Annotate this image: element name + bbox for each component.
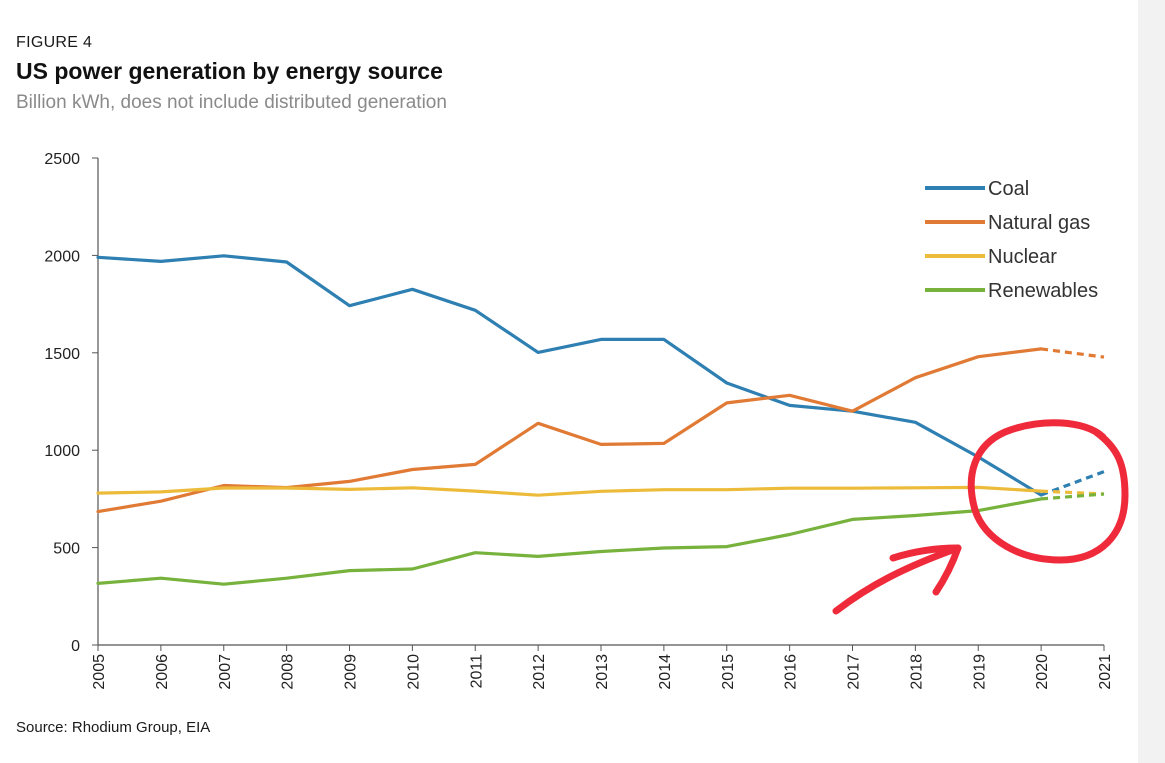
source-note: Source: Rhodium Group, EIA — [16, 719, 211, 736]
x-tick-label: 2020 — [1034, 654, 1051, 690]
series-line-renewables — [96, 497, 1043, 586]
series-lines — [96, 254, 1105, 586]
legend-label-coal: Coal — [988, 178, 1029, 200]
y-tick-label: 2500 — [44, 151, 80, 168]
x-tick-label: 2006 — [154, 654, 171, 690]
figure-label: FIGURE 4 — [16, 34, 93, 51]
x-tick-label: 2021 — [1097, 654, 1114, 690]
series-line-coal — [96, 254, 1043, 497]
x-tick-label: 2005 — [91, 654, 108, 690]
y-tick-label: 2000 — [44, 248, 80, 265]
chart-subtitle: Billion kWh, does not include distribute… — [16, 92, 447, 113]
x-tick-label: 2010 — [405, 654, 422, 690]
x-tick-label: 2009 — [343, 654, 360, 690]
x-tick-label: 2012 — [531, 654, 548, 690]
x-tick-label: 2016 — [783, 654, 800, 690]
annotation-arrow-head — [889, 544, 962, 596]
series-projection-natural-gas — [1040, 347, 1105, 359]
x-tick-label: 2017 — [846, 654, 863, 690]
y-tick-label: 500 — [53, 541, 80, 558]
x-tick-label: 2018 — [908, 654, 925, 690]
annotation-arrow-shaft — [832, 544, 962, 615]
series-line-nuclear — [96, 485, 1043, 497]
x-tick-label: 2014 — [657, 654, 674, 690]
legend-label-nuclear: Nuclear — [988, 246, 1057, 268]
legend-label-renewables: Renewables — [988, 280, 1098, 302]
screenshot-edge-strip — [1138, 0, 1165, 763]
x-tick-label: 2015 — [720, 654, 737, 690]
series-projection-coal — [1040, 470, 1105, 497]
x-tick-label: 2011 — [468, 654, 485, 689]
legend-label-natural-gas: Natural gas — [988, 212, 1090, 234]
hand-drawn-annotation — [832, 419, 1129, 615]
x-axis-ticks: 2005 2006 2007 2008 2009 2010 2011 2012 2013 2014… — [91, 645, 1114, 690]
series-projection-renewables — [1040, 492, 1105, 501]
annotation-circle — [967, 419, 1129, 564]
y-axis-ticks: 0 500 1000 1500 2000 2500 — [44, 151, 98, 655]
y-tick-label: 0 — [71, 638, 80, 655]
y-tick-label: 1500 — [44, 346, 80, 363]
chart-title: US power generation by energy source — [16, 58, 443, 84]
x-tick-label: 2013 — [594, 654, 611, 690]
x-tick-label: 2007 — [217, 654, 234, 690]
legend: Coal Natural gas Nuclear Renewables — [925, 178, 1098, 302]
x-tick-label: 2019 — [971, 654, 988, 690]
chart-axes — [97, 158, 1104, 646]
x-tick-label: 2008 — [280, 654, 297, 690]
y-tick-label: 1000 — [44, 443, 80, 460]
